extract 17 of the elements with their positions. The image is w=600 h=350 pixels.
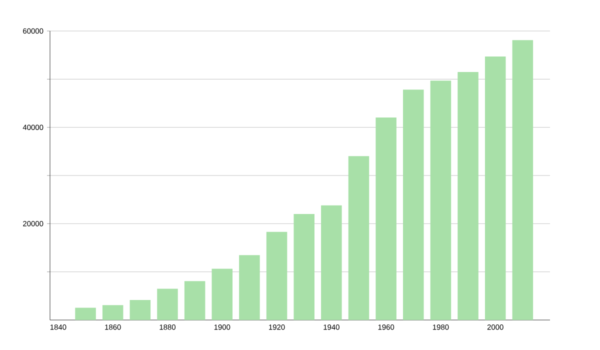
bar	[430, 80, 452, 320]
bar	[130, 300, 151, 320]
bar	[102, 305, 124, 320]
bar	[321, 205, 342, 320]
bar	[376, 118, 396, 320]
bar	[212, 268, 233, 320]
bar	[458, 72, 478, 320]
bar	[266, 232, 288, 320]
bar	[294, 214, 314, 320]
bar	[157, 288, 178, 320]
bar	[75, 308, 96, 320]
bar	[403, 90, 424, 320]
bar	[184, 281, 206, 320]
bar	[484, 56, 506, 320]
bar	[512, 40, 534, 320]
bar	[239, 255, 260, 320]
bar	[348, 156, 370, 320]
